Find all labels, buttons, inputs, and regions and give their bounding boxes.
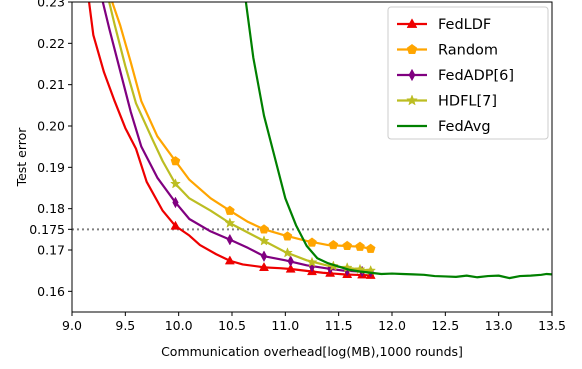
data-point [172,196,179,209]
x-tick-label: 13.0 [485,318,513,333]
data-point [225,205,235,215]
legend-label: HDFL[7] [438,94,497,110]
data-point [282,231,293,241]
x-tick-label: 10.0 [165,318,193,333]
data-point [328,239,339,250]
legend: FedLDF Random FedADP[6] HDFL[7] FedAvg [387,6,549,140]
x-tick-label: 11.5 [325,318,353,333]
legend-entry: HDFL[7] [397,94,497,110]
y-tick-label: 0.22 [37,36,65,51]
y-axis-label: Test error [14,127,29,188]
y-tick-label: 0.17 [37,243,65,258]
legend-label: FedLDF [438,17,491,33]
series-fedavg [244,2,552,280]
legend-label: Random [438,43,498,59]
data-point [306,256,318,268]
data-point [259,262,269,271]
legend-marker-swatch [406,94,418,106]
data-point [285,263,296,273]
x-tick-label: 11.0 [271,318,299,333]
data-point [258,235,270,246]
data-point [170,156,181,166]
legend-entry: Random [397,43,498,59]
legend-marker-swatch [406,43,418,54]
y-tick-label: 0.19 [37,160,65,175]
x-axis-label: Communication overhead[log(MB),1000 roun… [161,344,463,359]
data-point [224,217,236,228]
data-point [170,178,181,189]
y-tick-label: 0.175 [29,222,65,237]
data-point [226,233,234,246]
plot-frame [71,1,553,313]
y-tick-label: 0.18 [37,201,65,216]
data-point [287,255,294,267]
y-axis-ticks: 0.16 0.17 0.175 0.18 0.19 0.20 0.21 0.22 0.23 [29,0,72,299]
legend-marker-swatch [406,18,418,28]
data-point [307,237,317,247]
data-point [355,241,365,251]
legend-entry: FedADP[6] [397,68,514,84]
x-tick-label: 10.5 [218,318,246,333]
series-random [111,2,376,253]
series-line [244,2,552,280]
y-tick-label: 0.16 [37,284,65,299]
legend-label: FedADP[6] [438,68,514,84]
data-point [260,250,268,263]
x-tick-label: 13.5 [538,318,566,333]
y-tick-label: 0.20 [37,119,65,134]
x-axis-ticks: 9.0 9.5 10.0 10.5 11.0 11.5 12.0 12.5 13.0 13.5 [62,312,566,333]
series-layer [87,2,552,280]
y-tick-label: 0.23 [37,0,65,10]
x-tick-label: 12.5 [431,318,459,333]
x-tick-label: 9.5 [115,318,135,333]
data-point [342,240,353,250]
y-tick-label: 0.21 [37,77,65,92]
legend-box [387,6,549,140]
legend-marker-swatch [408,68,416,82]
x-tick-label: 9.0 [62,318,82,333]
data-point [282,247,293,258]
x-tick-label: 12.0 [378,318,406,333]
legend-entry: FedAvg [397,119,491,135]
data-point [224,255,235,265]
data-point [170,220,181,230]
data-point [365,243,376,253]
legend-label: FedAvg [438,119,491,135]
data-point [259,224,269,234]
legend-entry: FedLDF [397,17,491,33]
